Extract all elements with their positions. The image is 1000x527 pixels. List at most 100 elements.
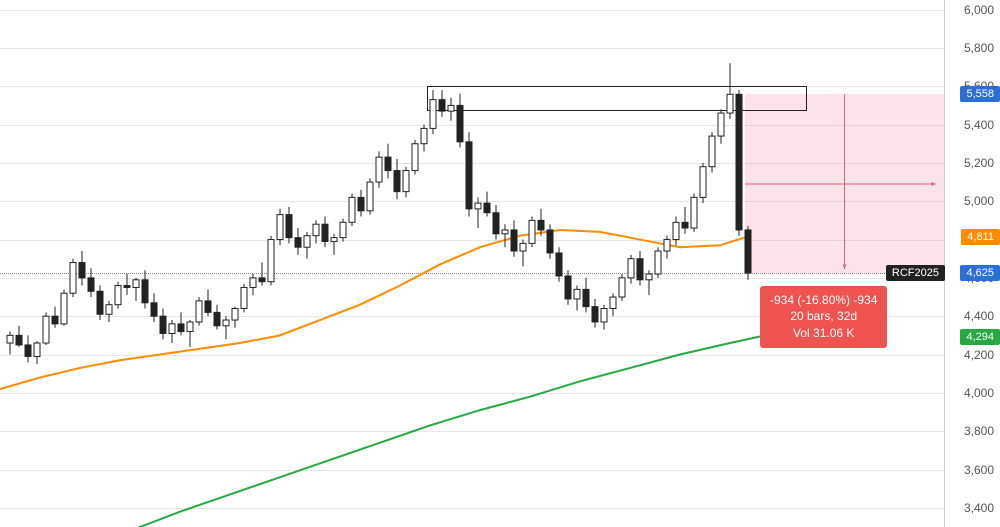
candle[interactable] <box>16 335 22 345</box>
y-tick-label: 5,400 <box>964 118 994 132</box>
candle[interactable] <box>655 251 661 274</box>
candle[interactable] <box>736 94 742 230</box>
candle[interactable] <box>403 171 409 192</box>
candle[interactable] <box>448 105 454 111</box>
candle[interactable] <box>682 222 688 228</box>
candle[interactable] <box>439 100 445 111</box>
candle[interactable] <box>673 222 679 239</box>
candlestick-chart[interactable]: { "canvas":{"width":1000,"height":527,"p… <box>0 0 1000 527</box>
candle[interactable] <box>61 293 67 324</box>
y-tick-label: 5,800 <box>964 41 994 55</box>
info-line-bars: 20 bars, 32d <box>770 308 877 325</box>
candle[interactable] <box>331 238 337 242</box>
candle[interactable] <box>232 309 238 320</box>
candle[interactable] <box>106 305 112 315</box>
candle[interactable] <box>556 253 562 276</box>
y-tick-label: 4,000 <box>964 386 994 400</box>
symbol-tag: RCF2025 <box>886 265 945 281</box>
candle[interactable] <box>646 274 652 280</box>
candle[interactable] <box>457 105 463 141</box>
candle[interactable] <box>43 316 49 343</box>
candle[interactable] <box>718 113 724 136</box>
candle[interactable] <box>295 238 301 248</box>
candle[interactable] <box>196 301 202 322</box>
candle[interactable] <box>493 213 499 234</box>
candle[interactable] <box>268 240 274 282</box>
candle[interactable] <box>574 289 580 299</box>
candle[interactable] <box>205 301 211 312</box>
candle[interactable] <box>367 182 373 211</box>
candle[interactable] <box>124 286 130 288</box>
candle[interactable] <box>169 324 175 334</box>
candle[interactable] <box>520 243 526 251</box>
candle[interactable] <box>142 280 148 303</box>
short-position-info[interactable]: -934 (-16.80%) -934 20 bars, 32d Vol 31.… <box>760 286 887 348</box>
candle[interactable] <box>340 222 346 237</box>
candle[interactable] <box>34 343 40 356</box>
price-tag: 4,294 <box>960 329 1000 345</box>
price-tag: 4,625 <box>960 265 1000 281</box>
candle[interactable] <box>511 230 517 251</box>
candle[interactable] <box>214 312 220 325</box>
price-plot <box>0 0 1000 527</box>
candle[interactable] <box>286 215 292 238</box>
candle[interactable] <box>637 259 643 280</box>
candle[interactable] <box>223 320 229 326</box>
candle[interactable] <box>322 224 328 241</box>
candle[interactable] <box>475 203 481 209</box>
candle[interactable] <box>7 335 13 343</box>
candle[interactable] <box>133 280 139 288</box>
candle[interactable] <box>358 197 364 210</box>
price-tag: 5,558 <box>960 86 1000 102</box>
candle[interactable] <box>466 142 472 209</box>
candle[interactable] <box>628 259 634 278</box>
y-axis: 3,4003,6003,8004,0004,2004,4004,6004,800… <box>944 0 1000 527</box>
candle[interactable] <box>592 307 598 322</box>
candle[interactable] <box>277 215 283 240</box>
candle[interactable] <box>187 322 193 332</box>
info-line-vol: Vol 31.06 K <box>770 325 877 342</box>
candle[interactable] <box>250 278 256 288</box>
y-tick-label: 3,600 <box>964 463 994 477</box>
candle[interactable] <box>583 289 589 306</box>
candle[interactable] <box>619 278 625 297</box>
candle[interactable] <box>304 236 310 247</box>
candle[interactable] <box>691 197 697 228</box>
candle[interactable] <box>664 240 670 251</box>
candle[interactable] <box>376 157 382 182</box>
candle[interactable] <box>745 230 751 273</box>
candle[interactable] <box>727 94 733 113</box>
candle[interactable] <box>259 278 265 282</box>
candle[interactable] <box>25 345 31 356</box>
candle[interactable] <box>700 167 706 198</box>
candle[interactable] <box>529 220 535 243</box>
candle[interactable] <box>601 309 607 322</box>
candle[interactable] <box>115 286 121 305</box>
candle[interactable] <box>79 263 85 278</box>
candle[interactable] <box>160 316 166 333</box>
candle[interactable] <box>52 316 58 324</box>
ma-200-line <box>130 337 760 527</box>
candle[interactable] <box>349 197 355 222</box>
candle[interactable] <box>484 203 490 213</box>
candle[interactable] <box>538 220 544 230</box>
candle[interactable] <box>313 224 319 235</box>
candle[interactable] <box>610 297 616 308</box>
candle[interactable] <box>70 263 76 294</box>
info-line-pnl: -934 (-16.80%) -934 <box>770 292 877 309</box>
candle[interactable] <box>565 276 571 299</box>
candle[interactable] <box>241 287 247 308</box>
candle[interactable] <box>97 291 103 314</box>
candle[interactable] <box>385 157 391 170</box>
y-tick-label: 5,200 <box>964 156 994 170</box>
candle[interactable] <box>88 278 94 291</box>
candle[interactable] <box>394 171 400 192</box>
candle[interactable] <box>421 128 427 143</box>
candle[interactable] <box>709 136 715 167</box>
candle[interactable] <box>151 303 157 316</box>
candle[interactable] <box>430 100 436 129</box>
candle[interactable] <box>412 144 418 171</box>
candle[interactable] <box>547 230 553 253</box>
candle[interactable] <box>178 324 184 332</box>
candle[interactable] <box>502 230 508 234</box>
